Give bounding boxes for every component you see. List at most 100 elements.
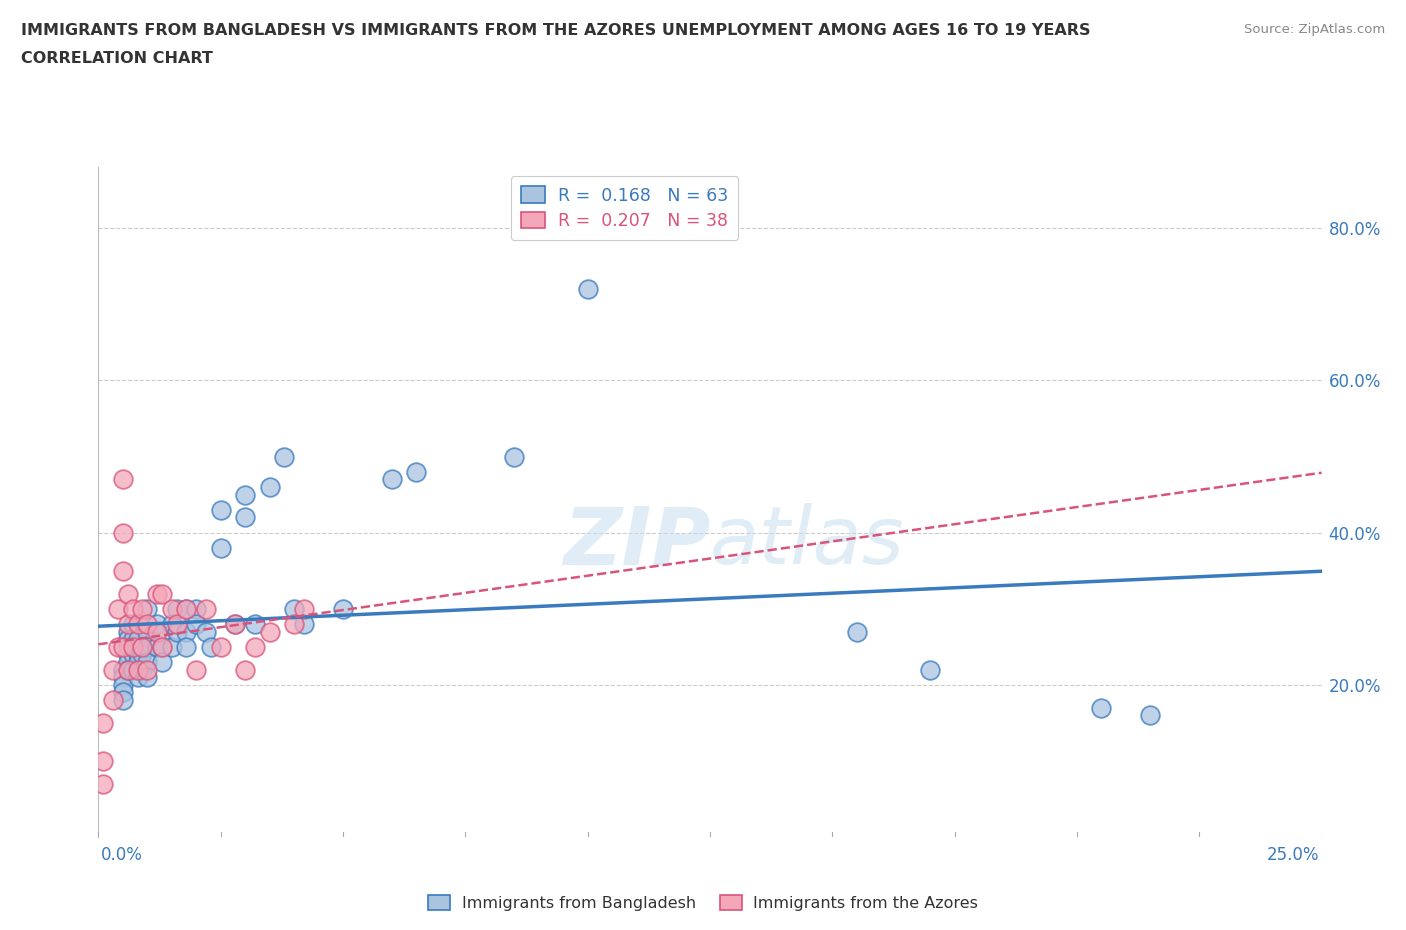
Point (117, 655, 139, 670)
Point (121, 639, 143, 654)
Point (111, 693, 134, 708)
Point (131, 647, 153, 662)
Point (136, 639, 159, 654)
Point (136, 662, 159, 677)
Point (209, 502, 232, 517)
Point (273, 449, 295, 464)
Point (166, 602, 188, 617)
Point (117, 662, 139, 677)
Point (131, 662, 153, 677)
Point (243, 639, 266, 654)
Point (91, 777, 114, 791)
Point (160, 602, 183, 617)
Point (117, 647, 139, 662)
Point (150, 586, 173, 601)
Point (150, 624, 173, 639)
Point (150, 639, 173, 654)
Point (1090, 700, 1112, 715)
Point (292, 602, 315, 617)
Point (146, 586, 169, 601)
Point (127, 655, 149, 670)
Point (111, 670, 134, 684)
Point (117, 617, 139, 631)
Point (224, 617, 246, 631)
Point (186, 662, 208, 677)
Point (107, 639, 129, 654)
Point (166, 624, 188, 639)
Point (405, 464, 427, 479)
Point (200, 639, 222, 654)
Point (176, 639, 198, 654)
Point (121, 617, 143, 631)
Point (209, 639, 232, 654)
Point (111, 677, 134, 692)
Point (283, 602, 305, 617)
Point (117, 586, 139, 601)
Point (131, 639, 153, 654)
Point (146, 639, 169, 654)
Text: atlas: atlas (710, 503, 905, 581)
Point (121, 602, 143, 617)
Point (111, 685, 134, 700)
Point (101, 693, 124, 708)
Point (283, 617, 305, 631)
Point (117, 662, 139, 677)
Point (131, 602, 153, 617)
Point (166, 617, 188, 631)
Point (111, 639, 134, 654)
Point (127, 617, 149, 631)
Point (259, 480, 281, 495)
Point (195, 602, 218, 617)
Point (127, 647, 149, 662)
Point (176, 602, 198, 617)
Point (146, 624, 169, 639)
Legend: Immigrants from Bangladesh, Immigrants from the Azores: Immigrants from Bangladesh, Immigrants f… (422, 889, 984, 917)
Point (121, 647, 143, 662)
Point (91, 715, 114, 730)
Text: CORRELATION CHART: CORRELATION CHART (21, 51, 212, 66)
Point (136, 602, 159, 617)
Point (127, 631, 149, 646)
Point (136, 670, 159, 684)
Point (503, 449, 526, 464)
Point (121, 639, 143, 654)
Point (111, 564, 134, 578)
Point (233, 510, 256, 525)
Point (233, 487, 256, 502)
Point (176, 602, 198, 617)
Point (117, 631, 139, 646)
Point (101, 662, 124, 677)
Point (121, 662, 143, 677)
Point (150, 639, 173, 654)
Point (845, 624, 868, 639)
Point (160, 639, 183, 654)
Point (111, 525, 134, 540)
Point (195, 624, 218, 639)
Point (1139, 708, 1161, 723)
Legend: R =  0.168   N = 63, R =  0.207   N = 38: R = 0.168 N = 63, R = 0.207 N = 38 (510, 176, 738, 240)
Point (117, 639, 139, 654)
Point (91, 753, 114, 768)
Point (136, 624, 159, 639)
Point (209, 540, 232, 555)
Point (127, 670, 149, 684)
Text: ZIP: ZIP (562, 503, 710, 581)
Point (332, 602, 354, 617)
Point (381, 472, 404, 486)
Point (186, 602, 208, 617)
Point (127, 662, 149, 677)
Point (121, 631, 143, 646)
Point (920, 662, 942, 677)
Point (259, 624, 281, 639)
Point (146, 617, 169, 631)
Point (224, 617, 246, 631)
Point (111, 472, 134, 486)
Point (176, 624, 198, 639)
Point (111, 662, 134, 677)
Point (576, 282, 599, 297)
Point (107, 602, 129, 617)
Point (150, 655, 173, 670)
Point (136, 655, 159, 670)
Point (117, 624, 139, 639)
Text: Source: ZipAtlas.com: Source: ZipAtlas.com (1244, 23, 1385, 36)
